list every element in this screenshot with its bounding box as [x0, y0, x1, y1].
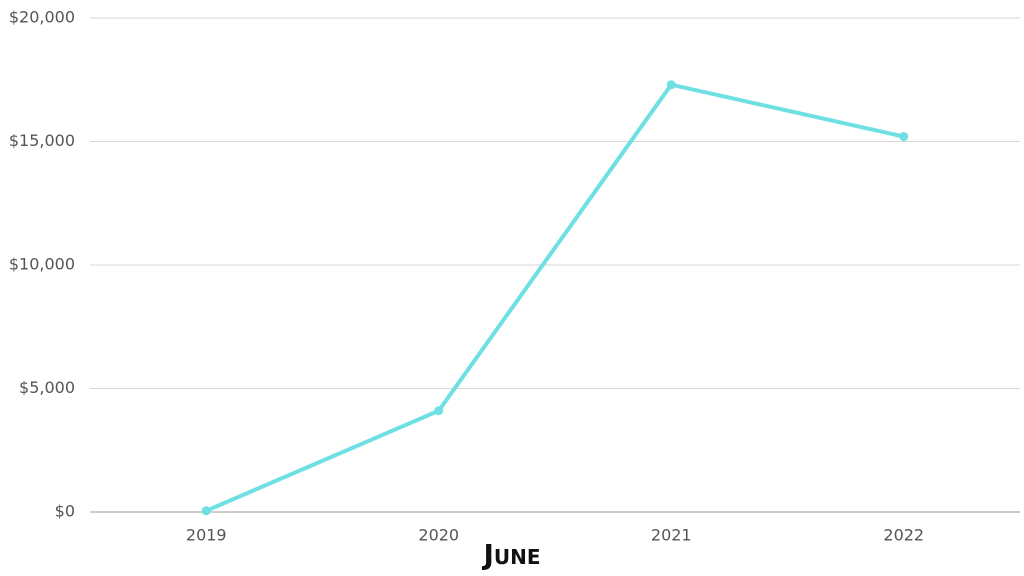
x-tick-label: 2022	[883, 526, 924, 545]
x-tick-label: 2019	[186, 526, 227, 545]
data-point	[434, 406, 444, 416]
data-line	[205, 82, 905, 513]
data-point	[201, 506, 211, 516]
y-tick-label: $0	[55, 502, 75, 521]
x-tick-label: 2021	[651, 526, 692, 545]
y-tick-label: $20,000	[9, 8, 75, 27]
y-tick-label: $15,000	[9, 131, 75, 150]
chart-title: June	[481, 538, 540, 571]
x-tick-label: 2020	[418, 526, 459, 545]
data-point	[899, 132, 909, 142]
y-tick-label: $5,000	[19, 378, 75, 397]
data-point	[666, 80, 676, 90]
y-tick-label: $10,000	[9, 255, 75, 274]
